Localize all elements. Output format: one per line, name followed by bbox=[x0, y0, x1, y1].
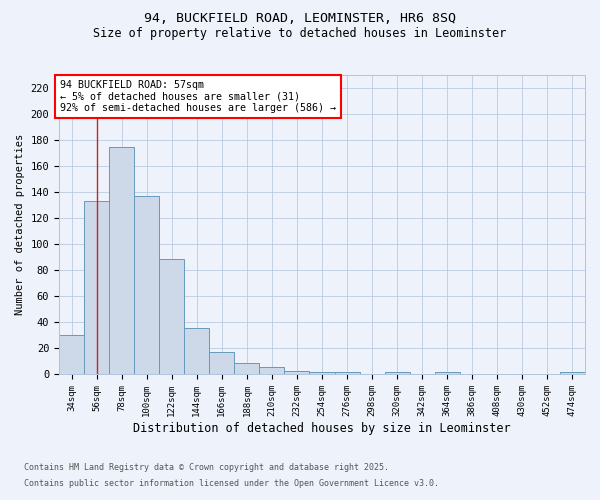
Bar bbox=[385, 372, 410, 374]
Y-axis label: Number of detached properties: Number of detached properties bbox=[15, 134, 25, 316]
Bar bbox=[84, 202, 109, 374]
Text: Size of property relative to detached houses in Leominster: Size of property relative to detached ho… bbox=[94, 28, 506, 40]
Bar bbox=[310, 372, 335, 374]
Text: 94 BUCKFIELD ROAD: 57sqm
← 5% of detached houses are smaller (31)
92% of semi-de: 94 BUCKFIELD ROAD: 57sqm ← 5% of detache… bbox=[60, 80, 336, 114]
Text: 94, BUCKFIELD ROAD, LEOMINSTER, HR6 8SQ: 94, BUCKFIELD ROAD, LEOMINSTER, HR6 8SQ bbox=[144, 12, 456, 26]
Bar bbox=[335, 372, 359, 374]
Bar bbox=[159, 258, 184, 374]
Bar bbox=[259, 366, 284, 374]
Bar bbox=[109, 146, 134, 374]
Bar bbox=[435, 372, 460, 374]
Bar bbox=[209, 352, 235, 374]
Bar bbox=[560, 372, 585, 374]
Bar bbox=[184, 328, 209, 374]
Bar bbox=[134, 196, 159, 374]
Text: Contains public sector information licensed under the Open Government Licence v3: Contains public sector information licen… bbox=[24, 478, 439, 488]
Bar bbox=[59, 336, 84, 374]
X-axis label: Distribution of detached houses by size in Leominster: Distribution of detached houses by size … bbox=[133, 422, 511, 435]
Bar bbox=[235, 363, 259, 374]
Text: Contains HM Land Registry data © Crown copyright and database right 2025.: Contains HM Land Registry data © Crown c… bbox=[24, 464, 389, 472]
Bar bbox=[284, 370, 310, 374]
